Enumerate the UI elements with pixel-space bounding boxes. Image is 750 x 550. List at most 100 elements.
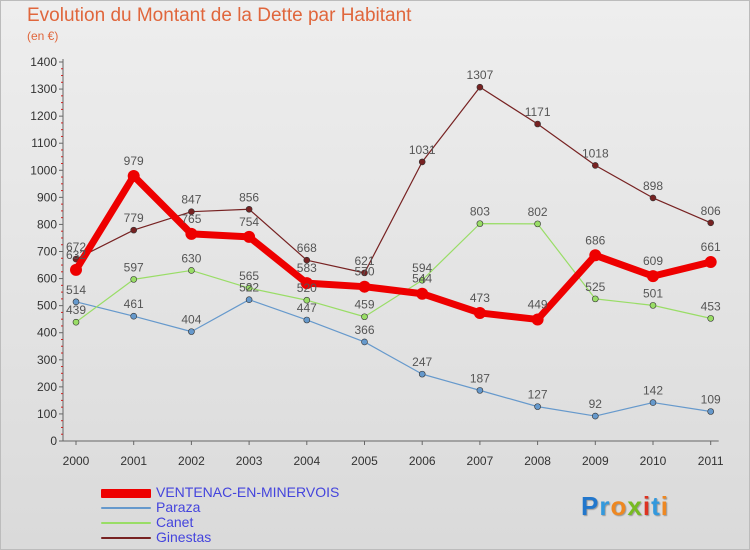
y-tick-label: 800 <box>37 217 57 231</box>
data-label: 1018 <box>582 146 609 160</box>
data-label: 898 <box>643 179 663 193</box>
data-point <box>72 318 80 326</box>
chart-unit: (en €) <box>27 29 59 43</box>
x-tick-label: 2005 <box>351 454 378 468</box>
data-point <box>361 338 368 346</box>
x-tick-label: 2001 <box>120 454 147 468</box>
data-label: 847 <box>181 193 201 207</box>
data-point <box>707 315 715 322</box>
data-labels: 514 461 404 522 447 366 247 187 127 92 142 109 439 59… <box>66 68 721 411</box>
y-tick-label: 400 <box>37 326 57 340</box>
data-label: 1307 <box>467 68 494 82</box>
axes: 0 100 200 300 400 500 600 700 800 900 1000 1100 1200… <box>30 55 724 468</box>
y-tick-label: 600 <box>37 272 57 286</box>
data-point <box>476 83 484 91</box>
y-tick-label: 200 <box>37 380 57 394</box>
data-label: 630 <box>181 251 201 265</box>
data-point <box>649 194 657 202</box>
y-tick-label: 300 <box>37 353 57 367</box>
data-point <box>303 296 311 304</box>
data-point <box>591 162 599 169</box>
data-label: 609 <box>643 254 663 268</box>
data-label: 404 <box>181 313 201 327</box>
data-point <box>591 412 599 420</box>
data-point <box>534 403 541 410</box>
x-tick-label: 2007 <box>467 454 494 468</box>
data-label: 514 <box>66 283 86 297</box>
data-label: 544 <box>412 272 432 286</box>
data-label: 661 <box>701 240 721 254</box>
legend-label: Canet <box>156 514 194 530</box>
data-label: 461 <box>124 297 144 311</box>
x-tick-label: 2004 <box>293 454 320 468</box>
x-tick-label: 2002 <box>178 454 205 468</box>
series-lines <box>70 83 717 420</box>
data-point <box>130 226 137 234</box>
data-point <box>473 306 486 319</box>
data-point <box>70 263 82 276</box>
legend-label: Ginestas <box>156 529 212 545</box>
data-label: 109 <box>701 392 721 406</box>
chart-title: Evolution du Montant de la Dette par Hab… <box>27 5 412 26</box>
data-point <box>361 269 368 277</box>
data-label: 92 <box>589 397 603 411</box>
data-point <box>531 313 544 326</box>
data-label: 686 <box>585 233 605 247</box>
data-label: 1031 <box>409 143 436 157</box>
y-tick-label: 1000 <box>30 163 57 177</box>
data-label: 247 <box>412 355 432 369</box>
legend-swatch <box>101 537 151 539</box>
data-point <box>72 298 80 306</box>
data-label: 473 <box>470 291 490 305</box>
x-tick-label: 2010 <box>640 454 667 468</box>
data-label: 447 <box>297 301 317 315</box>
data-label: 127 <box>528 388 548 402</box>
data-label: 672 <box>66 240 86 254</box>
legend-swatch <box>101 507 151 509</box>
data-label: 142 <box>643 384 663 398</box>
data-point <box>185 227 198 240</box>
x-tick-label: 2003 <box>236 454 263 468</box>
data-point <box>188 208 195 216</box>
series-line-ventenac-en-minervois <box>72 172 715 323</box>
data-label: 583 <box>297 261 317 275</box>
data-point <box>245 284 253 292</box>
x-tick-label: 2008 <box>524 454 551 468</box>
data-label: 597 <box>124 260 144 274</box>
legend-label: VENTENAC-EN-MINERVOIS <box>156 484 340 500</box>
data-point <box>303 256 311 264</box>
data-point <box>649 302 657 309</box>
legend-swatch <box>101 522 151 524</box>
data-point <box>476 220 484 227</box>
data-point <box>416 287 429 300</box>
data-point <box>243 230 256 243</box>
data-point <box>476 387 484 394</box>
data-point <box>418 370 426 378</box>
x-tick-label: 2006 <box>409 454 436 468</box>
data-label: 459 <box>354 298 374 312</box>
data-point <box>704 256 717 269</box>
data-point <box>707 408 715 415</box>
data-point <box>188 267 195 274</box>
data-label: 520 <box>297 281 317 295</box>
data-point <box>245 296 253 303</box>
y-tick-label: 100 <box>37 407 57 421</box>
data-point <box>534 120 541 128</box>
y-tick-label: 1100 <box>31 136 57 150</box>
data-point <box>303 316 311 324</box>
y-tick-label: 900 <box>37 190 57 204</box>
data-point <box>130 312 137 320</box>
series-line-ginestas <box>75 86 712 274</box>
data-point <box>589 249 602 262</box>
data-point <box>188 328 195 335</box>
data-label: 449 <box>528 297 548 311</box>
data-label: 632 <box>66 248 86 262</box>
data-point <box>591 295 599 303</box>
data-label: 594 <box>412 261 432 275</box>
series-line-paraza <box>75 299 712 417</box>
data-label: 754 <box>239 215 259 229</box>
data-label: 621 <box>354 254 374 268</box>
data-point <box>418 276 426 284</box>
x-tick-label: 2009 <box>582 454 609 468</box>
